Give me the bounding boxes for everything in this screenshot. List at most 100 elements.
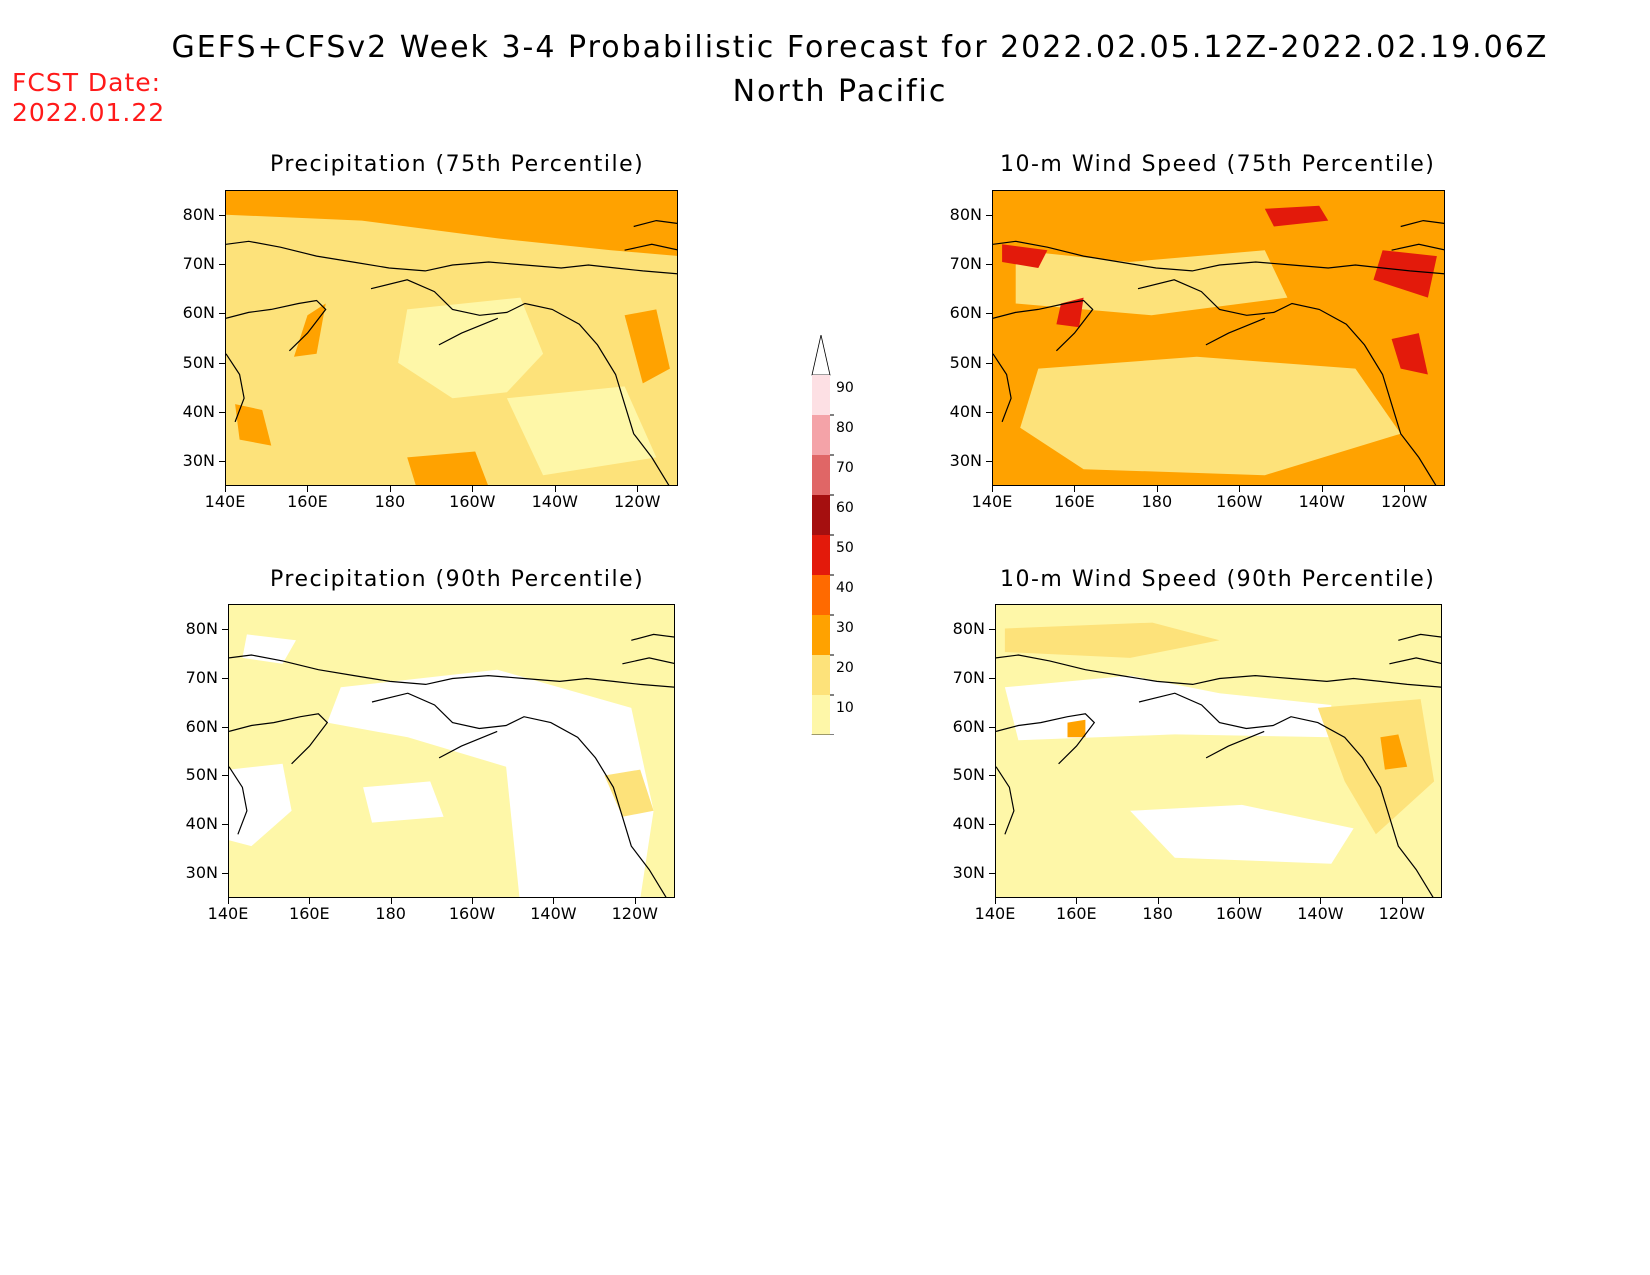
colorbar-swatch [812, 415, 830, 455]
lat-tick-label: 60N [952, 716, 985, 736]
lon-tick [1401, 898, 1403, 904]
coastline [438, 317, 499, 346]
lat-tick [986, 460, 992, 462]
lat-tick [222, 873, 228, 874]
lon-tick [1320, 898, 1322, 904]
lon-tick [1076, 898, 1078, 904]
coastline [1205, 730, 1265, 759]
coastline [996, 654, 1441, 688]
lat-tick-label: 80N [949, 205, 982, 225]
lon-tick-label: 160E [287, 492, 328, 511]
lon-tick [1239, 486, 1241, 492]
lon-tick-label: 180 [1141, 492, 1173, 511]
lon-tick-label: 140E [971, 492, 1013, 511]
shading-region [1020, 356, 1401, 476]
lon-tick-label: 180 [1142, 904, 1173, 923]
lat-tick [986, 264, 992, 266]
colorbar-level-label: 50 [836, 540, 854, 556]
coastline [370, 279, 670, 485]
lon-tick-label: 160E [1054, 492, 1095, 511]
coastline [438, 730, 498, 759]
lat-tick-label: 80N [185, 618, 218, 638]
lat-tick [219, 460, 225, 462]
lon-tick [992, 486, 993, 492]
colorbar-level-label: 70 [836, 460, 854, 476]
lon-tick [472, 486, 474, 492]
shading-region [1391, 333, 1428, 375]
lon-tick [1404, 486, 1406, 492]
lon-tick [1321, 486, 1323, 492]
lon-tick [1157, 898, 1159, 904]
colorbar-level-label: 10 [836, 700, 854, 716]
panel-title: 10-m Wind Speed (75th Percentile) [1000, 152, 1436, 177]
coastline [226, 240, 677, 275]
panel-title: 10-m Wind Speed (90th Percentile) [1000, 567, 1436, 592]
shading-region [398, 297, 544, 399]
lon-tick [1074, 486, 1076, 492]
coastline [1398, 633, 1441, 641]
lat-tick-label: 70N [182, 254, 215, 274]
colorbar-level-label: 80 [836, 420, 854, 436]
lon-tick-label: 140E [207, 904, 249, 923]
lat-tick-label: 40N [952, 814, 985, 834]
lat-tick-label: 50N [952, 765, 985, 785]
lon-tick [553, 898, 555, 904]
lat-tick [986, 411, 992, 413]
shading-region [1317, 699, 1435, 835]
shading-region [407, 451, 488, 485]
shading-region [1015, 250, 1288, 316]
map-area [225, 190, 678, 486]
lat-tick [222, 628, 228, 630]
coastline [624, 243, 677, 251]
colorbar-top-extension [811, 334, 831, 376]
lat-tick-label: 60N [949, 303, 982, 323]
lat-tick [989, 628, 995, 630]
fcst-date-value: 2022.01.22 [12, 98, 166, 127]
lon-tick [390, 898, 392, 904]
shading-region [624, 309, 670, 384]
lon-tick-label: 120W [611, 904, 658, 923]
lon-tick [472, 898, 474, 904]
colorbar-level-label: 40 [836, 580, 854, 596]
lon-tick-label: 140E [204, 492, 246, 511]
lon-tick [228, 898, 229, 904]
map-area [992, 190, 1445, 486]
shading-region [1380, 734, 1408, 770]
coastline [1138, 692, 1434, 897]
lon-tick-label: 160E [1056, 904, 1097, 923]
panel-title: Precipitation (90th Percentile) [270, 567, 645, 592]
coastline [1400, 219, 1444, 228]
shading-region [1130, 804, 1354, 864]
lat-tick-label: 60N [182, 303, 215, 323]
panel-title: Precipitation (75th Percentile) [270, 152, 645, 177]
lon-tick-label: 160W [449, 492, 496, 511]
shading-region [1004, 675, 1332, 741]
lon-tick-label: 140W [530, 904, 577, 923]
lat-tick [986, 362, 992, 364]
lon-tick-label: 160E [289, 904, 330, 923]
colorbar-level-label: 60 [836, 500, 854, 516]
lat-tick [219, 215, 225, 217]
lat-tick-label: 50N [182, 352, 215, 372]
lon-tick [637, 486, 639, 492]
shading-region [506, 386, 657, 476]
coastline [996, 766, 1015, 835]
coastline [633, 219, 677, 228]
lon-tick [1156, 486, 1158, 492]
lat-tick-label: 40N [949, 401, 982, 421]
shading-region [1373, 250, 1437, 298]
coastline [1205, 317, 1266, 346]
lat-tick [986, 215, 992, 217]
lon-tick-label: 140W [1298, 492, 1345, 511]
lon-tick-label: 120W [1378, 904, 1425, 923]
lat-tick-label: 70N [185, 667, 218, 687]
lat-tick-label: 60N [185, 716, 218, 736]
lon-tick-label: 140E [974, 904, 1016, 923]
coastline [1391, 243, 1444, 251]
coastline [993, 240, 1444, 275]
lon-tick [554, 486, 556, 492]
colorbar-swatch [812, 615, 830, 655]
shading-region [1056, 297, 1084, 328]
lon-tick-label: 120W [1381, 492, 1428, 511]
coastline [229, 654, 674, 688]
